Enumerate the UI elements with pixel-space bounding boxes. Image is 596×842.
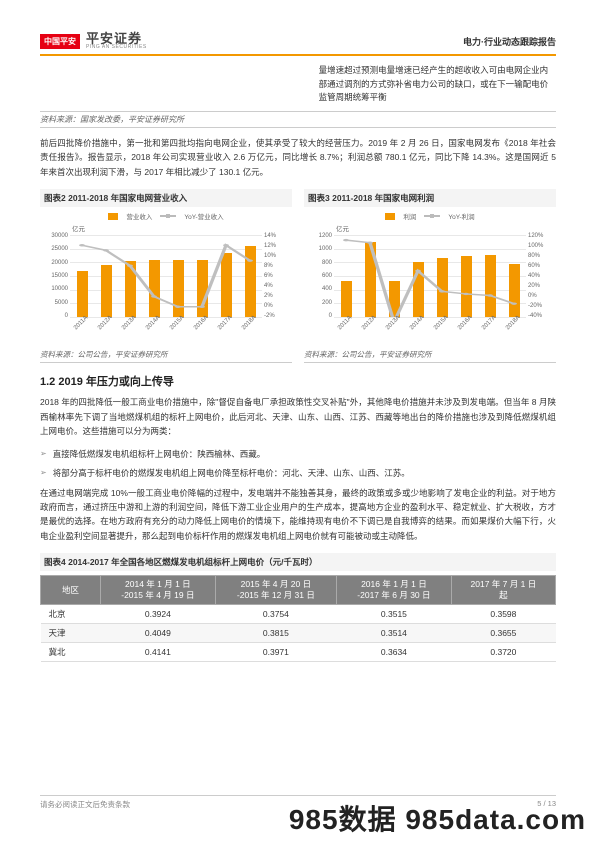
bullet-1-text: 直接降低燃煤发电机组标杆上网电价：陕西榆林、西藏。 (53, 448, 266, 462)
paragraph-2: 2018 年的四批降低一般工商业电价措施中，除"督促自备电厂承担政策性交叉补贴"… (40, 395, 556, 438)
bullet-2: ➢ 将部分高于标杆电价的燃煤发电机组上网电价降至标杆电价：河北、天津、山东、山西… (40, 467, 556, 481)
paragraph-3: 在通过电网端完成 10%一般工商业电价降幅的过程中，发电端并不能独善其身，最终的… (40, 486, 556, 544)
charts-row: 图表2 2011-2018 年国家电网营业收入 营业收入 YoY-营业收入 亿元… (40, 189, 556, 343)
chart-2-title: 图表2 2011-2018 年国家电网营业收入 (40, 189, 292, 207)
watermark: 985数据 985data.com (289, 798, 586, 838)
brand-en: PING AN SECURITIES (86, 45, 147, 50)
chart-3-legend: 利润 YoY-利润 (304, 211, 556, 221)
legend-line-swatch (424, 215, 440, 217)
table-4: 地区2014 年 1 月 1 日-2015 年 4 月 19 日2015 年 4… (40, 575, 556, 662)
arrow-icon: ➢ (40, 467, 47, 481)
section-title: 1.2 2019 年压力或向上传导 (40, 373, 556, 389)
pingan-badge: 中国平安 (40, 34, 80, 49)
chart-3-source: 资料来源：公司公告，平安证券研究所 (304, 347, 556, 363)
chart-2-area: 亿元 300002500020000150001000050000 14%12%… (40, 223, 292, 343)
chart-3-unit: 亿元 (336, 223, 349, 233)
legend-line-label: YoY-利润 (448, 211, 474, 221)
chart-2-source: 资料来源：公司公告，平安证券研究所 (40, 347, 292, 363)
bullet-2-text: 将部分高于标杆电价的燃煤发电机组上网电价降至标杆电价：河北、天津、山东、山西、江… (53, 467, 410, 481)
arrow-icon: ➢ (40, 448, 47, 462)
legend-line-label: YoY-营业收入 (184, 211, 223, 221)
paragraph-1: 前后四批降价措施中，第一批和第四批均指向电网企业，使其承受了较大的经营压力。20… (40, 136, 556, 179)
footer-left: 请务必阅读正文后免责条款 (40, 799, 130, 810)
source-note-1: 资料来源：国家发改委，平安证券研究所 (40, 111, 556, 128)
side-note: 量增速超过预测电量增速已经产生的超收收入可由电网企业内部通过调剂的方式弥补省电力… (319, 64, 556, 105)
chart-3: 图表3 2011-2018 年国家电网利润 利润 YoY-利润 亿元 12001… (304, 189, 556, 343)
legend-bar-swatch (385, 213, 395, 220)
chart-2-legend: 营业收入 YoY-营业收入 (40, 211, 292, 221)
legend-bar-label: 利润 (403, 211, 416, 221)
legend-line-swatch (160, 215, 176, 217)
logos: 中国平安 平安证券 PING AN SECURITIES (40, 32, 147, 50)
chart-2-unit: 亿元 (72, 223, 85, 233)
header: 中国平安 平安证券 PING AN SECURITIES 电力·行业动态跟踪报告 (40, 32, 556, 56)
table-4-title: 图表4 2014-2017 年全国各地区燃煤发电机组标杆上网电价（元/千瓦时） (40, 553, 556, 571)
chart-2: 图表2 2011-2018 年国家电网营业收入 营业收入 YoY-营业收入 亿元… (40, 189, 292, 343)
chart-3-area: 亿元 120010008006004002000 120%100%80%60%4… (304, 223, 556, 343)
doc-title: 电力·行业动态跟踪报告 (463, 35, 556, 48)
brand: 平安证券 PING AN SECURITIES (86, 32, 147, 50)
chart-3-title: 图表3 2011-2018 年国家电网利润 (304, 189, 556, 207)
legend-bar-label: 营业收入 (126, 211, 152, 221)
legend-bar-swatch (108, 213, 118, 220)
bullet-1: ➢ 直接降低燃煤发电机组标杆上网电价：陕西榆林、西藏。 (40, 448, 556, 462)
